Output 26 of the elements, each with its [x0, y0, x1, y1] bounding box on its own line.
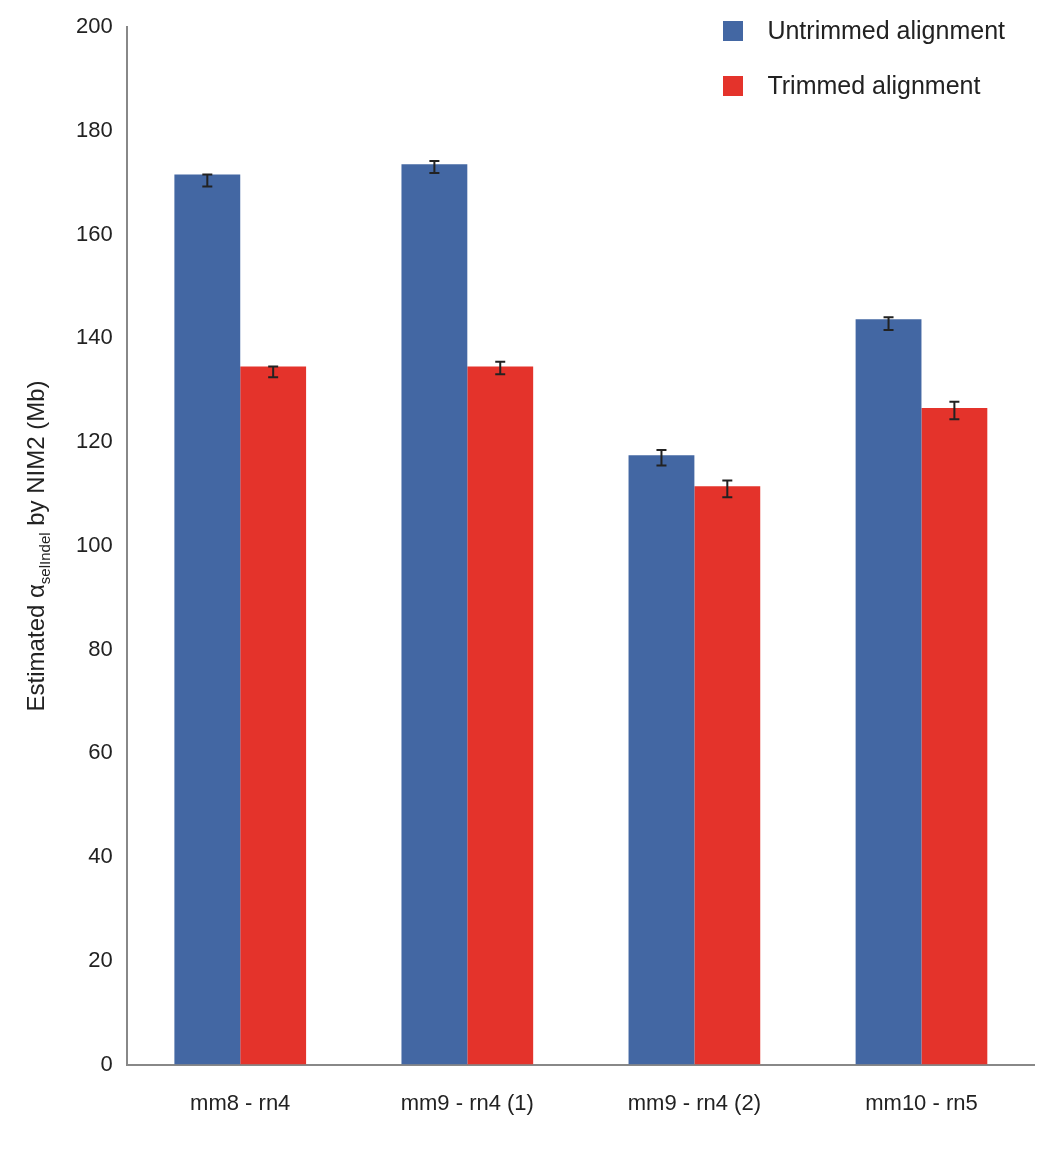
x-tick-label: mm10 - rn5 [865, 1089, 978, 1115]
y-tick-label: 100 [75, 531, 113, 557]
legend-label: Trimmed alignment [767, 71, 981, 100]
bar [174, 174, 241, 1065]
bar [628, 455, 695, 1065]
bar [694, 486, 761, 1065]
y-tick-label: 200 [75, 13, 113, 39]
y-tick-label: 0 [100, 1050, 113, 1076]
y-tick-label: 40 [88, 843, 113, 869]
y-tick-label: 140 [75, 324, 113, 350]
y-tick-label: 120 [75, 428, 113, 454]
y-tick-label: 60 [88, 739, 113, 765]
legend-label: Untrimmed alignment [767, 16, 1005, 45]
bar [467, 366, 534, 1065]
bar [401, 164, 468, 1065]
y-tick-label: 180 [75, 117, 113, 142]
bar [921, 407, 988, 1065]
y-tick-label: 20 [88, 946, 113, 972]
y-axis-title: Estimated αselIndel by NIM2 (Mb) [22, 380, 53, 712]
y-tick-label: 80 [88, 635, 113, 661]
y-tick-label: 160 [75, 220, 113, 246]
x-tick-label: mm9 - rn4 (2) [627, 1089, 762, 1115]
x-tick-label: mm9 - rn4 (1) [400, 1089, 534, 1115]
bar [240, 366, 307, 1065]
x-tick-label: mm8 - rn4 [190, 1089, 291, 1115]
bar [855, 319, 922, 1065]
